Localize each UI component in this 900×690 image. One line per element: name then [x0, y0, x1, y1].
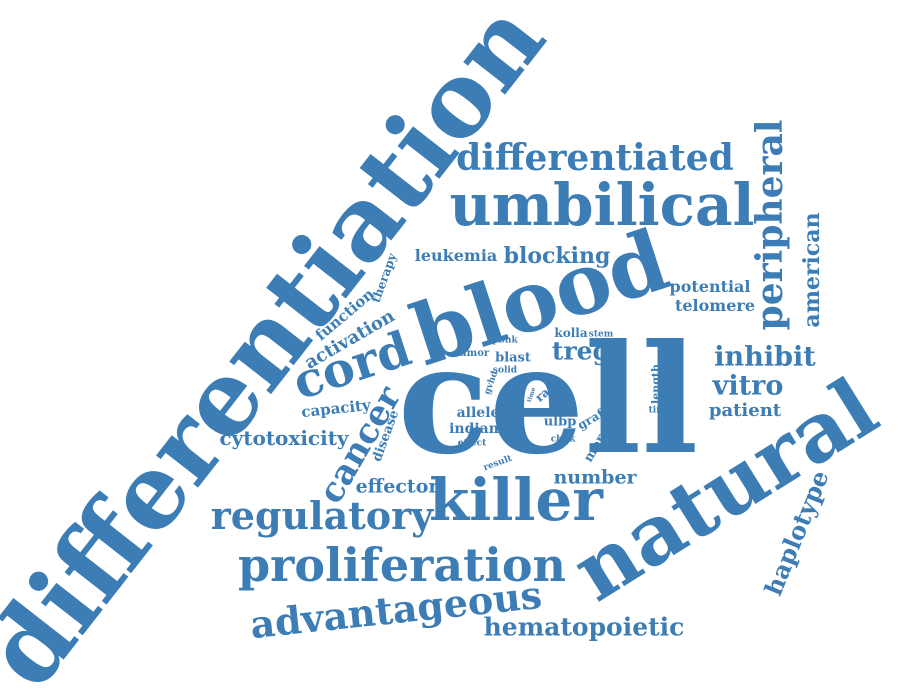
- word-stem: stem: [588, 329, 614, 340]
- word-regulatory: regulatory: [210, 493, 434, 538]
- word-blocking: blocking: [503, 243, 611, 269]
- word-number: number: [553, 466, 637, 489]
- word-cbnk: cbnk: [550, 434, 576, 445]
- word-tumor: tumor: [454, 348, 490, 359]
- word-cell: cell: [397, 312, 699, 488]
- word-time: time: [648, 405, 672, 416]
- word-patient: patient: [708, 400, 782, 421]
- word-indian: indian: [449, 421, 499, 437]
- word-telomere: telomere: [674, 296, 756, 315]
- word-kolla: kolla: [554, 326, 588, 340]
- word-american: american: [799, 212, 825, 328]
- word-allele: allele: [456, 405, 500, 421]
- word-peripheral: peripheral: [749, 119, 791, 331]
- word-umbilical: umbilical: [449, 171, 755, 239]
- word-killer: killer: [429, 466, 603, 534]
- word-length: length: [649, 364, 663, 404]
- word-able: able: [604, 368, 624, 378]
- word-differentiated: differentiated: [456, 137, 734, 179]
- word-vitro: vitro: [712, 370, 784, 402]
- word-pbnk: pbnk: [492, 335, 518, 346]
- word-solid: solid: [492, 365, 518, 376]
- word-effector: effector: [355, 475, 439, 498]
- word-ulbp: ulbp: [543, 414, 577, 430]
- word-blast: blast: [495, 350, 531, 366]
- word-proliferation: proliferation: [238, 538, 566, 592]
- word-hematopoietic: hematopoietic: [483, 612, 685, 642]
- word-leukemia: leukemia: [414, 246, 498, 265]
- word-potential: potential: [669, 277, 751, 296]
- word-inhibit: inhibit: [714, 341, 816, 373]
- word-effect: effect: [457, 438, 487, 449]
- word-tregs: tregs: [551, 336, 625, 366]
- word-cytotoxicity: cytotoxicity: [219, 426, 349, 450]
